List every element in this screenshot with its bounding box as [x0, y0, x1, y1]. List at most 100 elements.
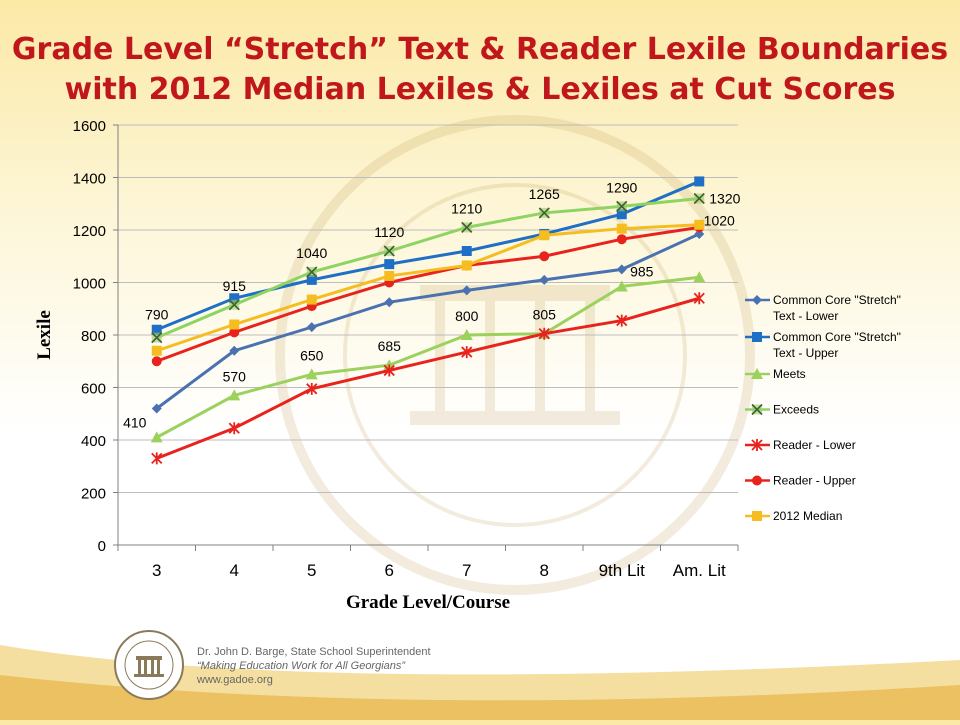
point-2012-median — [539, 230, 550, 241]
x-tick-label: 4 — [230, 561, 239, 580]
series-line-exceeds — [156, 197, 700, 340]
x-tick-label: 7 — [462, 561, 471, 580]
point-common-core-stretch-text-upper — [694, 176, 705, 187]
point-2012-median — [616, 223, 627, 234]
series-line-common-core-stretch-text-upper — [156, 180, 700, 332]
data-label: 1320 — [709, 191, 740, 207]
data-label: 1290 — [606, 179, 637, 195]
point-reader-upper — [539, 251, 550, 262]
y-tick-label: 800 — [81, 328, 106, 345]
footer-swoosh — [0, 645, 960, 720]
data-label: 570 — [223, 368, 247, 384]
point-exceeds — [461, 221, 473, 233]
footer-band — [0, 625, 960, 720]
point-common-core-stretch-text-lower — [461, 285, 472, 296]
footer-text: Dr. John D. Barge, State School Superint… — [197, 645, 431, 687]
point-meets — [693, 271, 706, 283]
series-line-reader-upper — [156, 225, 700, 363]
x-tick-label: 5 — [307, 561, 316, 580]
y-tick-label: 600 — [81, 381, 106, 398]
point-common-core-stretch-text-upper — [229, 293, 240, 304]
legend-label-common-core-stretch-text-upper: Common Core "Stretch" — [773, 330, 901, 344]
legend-marker-exceeds — [751, 403, 763, 416]
legend-label-2012-median: 2012 Median — [773, 509, 842, 523]
data-label: 1120 — [374, 224, 404, 240]
point-reader-lower — [228, 422, 240, 435]
point-meets — [150, 431, 163, 443]
legend-marker-common-core-stretch-text-upper — [752, 332, 762, 342]
slide-title: Grade Level “Stretch” Text & Reader Lexi… — [0, 30, 960, 110]
point-common-core-stretch-text-lower — [384, 297, 395, 308]
point-exceeds — [616, 200, 628, 212]
point-reader-lower — [383, 364, 395, 377]
series-line-common-core-stretch-text-lower — [155, 232, 700, 410]
point-exceeds — [383, 245, 395, 257]
point-2012-median — [306, 294, 317, 305]
point-meets — [615, 280, 628, 292]
x-tick-label: 6 — [385, 561, 394, 580]
point-reader-lower — [538, 327, 550, 340]
point-common-core-stretch-text-upper — [384, 259, 395, 270]
data-label: 410 — [123, 414, 147, 430]
point-common-core-stretch-text-upper — [616, 209, 627, 220]
x-tick-label: 3 — [152, 561, 161, 580]
title-line-1: Grade Level “Stretch” Text & Reader Lexi… — [11, 32, 949, 67]
point-common-core-stretch-text-lower — [151, 403, 162, 414]
point-exceeds — [693, 192, 705, 205]
series-line-2012-median — [156, 223, 700, 353]
point-meets — [305, 368, 318, 380]
legend-label-common-core-stretch-text-lower: Text - Lower — [773, 309, 838, 323]
data-label: 800 — [455, 308, 479, 324]
y-tick-label: 200 — [81, 486, 106, 503]
y-tick-label: 0 — [98, 538, 106, 555]
x-tick-label: 8 — [540, 561, 549, 580]
point-exceeds — [538, 207, 550, 219]
point-2012-median — [694, 219, 705, 230]
title-line-2: with 2012 Median Lexiles & Lexiles at Cu… — [64, 72, 896, 107]
point-reader-lower — [151, 452, 163, 465]
series-line-reader-lower — [156, 296, 700, 460]
point-reader-upper — [229, 327, 240, 338]
point-2012-median — [229, 319, 240, 330]
data-label: 1020 — [704, 212, 735, 228]
point-reader-lower — [616, 314, 628, 327]
point-common-core-stretch-text-lower — [539, 274, 550, 285]
gadoe-seal-logo — [114, 630, 184, 700]
data-label: 1265 — [529, 186, 560, 202]
point-common-core-stretch-text-lower — [229, 345, 240, 356]
x-axis-title: Grade Level/Course — [346, 592, 510, 613]
point-exceeds — [306, 266, 318, 278]
x-tick-label: 9th Lit — [599, 561, 646, 580]
point-reader-upper — [151, 356, 162, 367]
point-reader-lower — [461, 346, 473, 359]
data-label: 790 — [145, 307, 169, 323]
footer-name: Dr. John D. Barge, State School Superint… — [197, 646, 431, 658]
point-reader-lower — [693, 292, 705, 305]
point-reader-lower — [306, 382, 318, 395]
legend-label-reader-lower: Reader - Lower — [773, 438, 856, 452]
data-label: 1210 — [451, 200, 482, 216]
point-common-core-stretch-text-upper — [151, 324, 162, 335]
y-axis-title: Lexile — [34, 310, 55, 360]
legend-marker-reader-lower — [751, 439, 763, 451]
chart-legend: Common Core "Stretch" Text - Lower Common … — [745, 293, 901, 523]
point-2012-median — [151, 345, 162, 356]
footer-url[interactable]: www.gadoe.org — [197, 674, 273, 686]
series-line-meets — [156, 275, 700, 439]
data-label: 1040 — [296, 245, 327, 261]
education-seal-watermark — [275, 115, 755, 595]
point-exceeds — [228, 299, 240, 311]
legend-label-exceeds: Exceeds — [773, 403, 819, 417]
legend-marker-reader-upper — [752, 475, 762, 486]
point-common-core-stretch-text-upper — [306, 274, 317, 285]
point-common-core-stretch-text-lower — [616, 264, 627, 275]
legend-label-meets: Meets — [773, 367, 806, 381]
y-tick-label: 1600 — [73, 118, 106, 135]
point-2012-median — [384, 270, 395, 281]
data-label: 685 — [378, 338, 402, 354]
legend-label-common-core-stretch-text-upper: Text - Upper — [773, 346, 838, 360]
point-common-core-stretch-text-lower — [306, 322, 317, 333]
data-label: 805 — [533, 307, 557, 323]
data-label: 650 — [300, 347, 324, 363]
y-tick-label: 1000 — [73, 276, 106, 293]
